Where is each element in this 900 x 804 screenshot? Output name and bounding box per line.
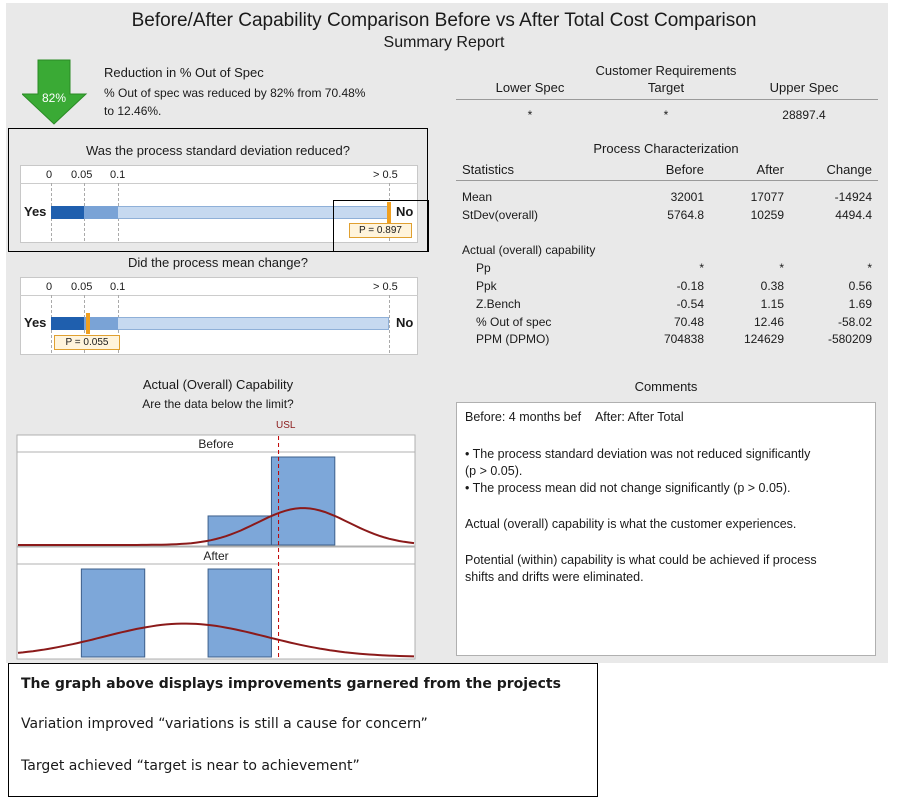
proc-row-after: 17077: [750, 190, 784, 204]
stdev-tick-005: 0.05: [71, 169, 93, 181]
process-heading: Process Characterization: [593, 141, 739, 156]
mean-yes-label: Yes: [24, 315, 47, 330]
cap-row-before: -0.54: [676, 297, 704, 311]
requirements-heading: Customer Requirements: [595, 63, 737, 78]
cap-row-label: Pp: [476, 261, 491, 275]
stdev-p-value: P = 0.897: [349, 223, 412, 238]
comments-bullet1-cont: (p > 0.05).: [465, 464, 523, 478]
stdev-tick-05: > 0.5: [373, 169, 398, 181]
cap-row-after: 124629: [743, 332, 784, 346]
capability-subheading: Are the data below the limit?: [142, 397, 294, 411]
histogram-bar-after-0: [80, 568, 146, 658]
stdev-p-marker: [387, 202, 391, 223]
capability-chart: Before After: [16, 434, 416, 660]
stdev-tick-01: 0.1: [110, 169, 126, 181]
proc-col-stat: Statistics: [462, 162, 515, 177]
mean-no-label: No: [396, 315, 414, 330]
comments-before-label: Before: 4 months bef: [465, 410, 582, 424]
mean-p-value: P = 0.055: [54, 335, 120, 350]
mean-tick-005: 0.05: [71, 281, 93, 293]
cap-row-after: *: [779, 261, 784, 275]
capability-heading: Actual (Overall) Capability: [142, 377, 294, 392]
reduction-line2: to 12.46%.: [104, 104, 162, 118]
stdev-p-highlight: [333, 200, 429, 252]
proc-col-after: After: [756, 162, 784, 177]
comments-box: Before: 4 months bef After: After Total …: [456, 402, 876, 656]
cap-row-after: 1.15: [760, 297, 784, 311]
process-rule: [456, 180, 878, 181]
req-val-target: *: [663, 108, 669, 122]
proc-row-label: Mean: [462, 190, 493, 204]
cap-row-change: 0.56: [848, 279, 872, 293]
stdev-scale-strong: [51, 206, 84, 219]
mean-scale-moderate: [84, 317, 118, 330]
reduction-badge: 82%: [42, 91, 66, 105]
before-panel-label: Before: [198, 437, 234, 451]
req-val-lower: *: [527, 108, 533, 122]
cap-row-change: *: [867, 261, 872, 275]
stdev-question: Was the process standard deviation reduc…: [85, 143, 350, 158]
usl-label: USL: [276, 420, 296, 431]
comments-bullet1: • The process standard deviation was not…: [465, 447, 811, 461]
cap-row-after: 0.38: [760, 279, 784, 293]
comments-bullet2: • The process mean did not change signif…: [465, 481, 791, 495]
report-title: Before/After Capability Comparison Befor…: [131, 10, 757, 31]
req-col-target: Target: [647, 80, 685, 95]
mean-question: Did the process mean change?: [128, 255, 308, 270]
reduction-heading: Reduction in % Out of Spec: [104, 65, 264, 80]
report-subtitle: Summary Report: [383, 34, 505, 51]
req-val-upper: 28897.4: [782, 108, 826, 122]
proc-row-label: StDev(overall): [462, 208, 539, 222]
req-rule: [456, 99, 878, 100]
stdev-test-frame: [8, 128, 428, 252]
comments-heading: Comments: [634, 379, 698, 394]
stdev-scale-moderate: [84, 206, 118, 219]
cap-row-label: % Out of spec: [476, 315, 552, 329]
comments-para1: Actual (overall) capability is what the …: [465, 517, 797, 531]
down-arrow-icon: 82%: [22, 59, 88, 125]
note-line2: Target achieved “target is near to achie…: [21, 758, 360, 774]
proc-row-before: 32001: [670, 190, 704, 204]
normal-curve-after: [17, 622, 415, 658]
note-line1: Variation improved “variations is still …: [21, 716, 428, 732]
proc-row-change: -14924: [834, 190, 872, 204]
cap-row-label: Ppk: [476, 279, 497, 293]
req-col-upper: Upper Spec: [769, 80, 839, 95]
cap-row-after: 12.46: [753, 315, 784, 329]
proc-row-after: 10259: [750, 208, 784, 222]
after-panel-label: After: [203, 549, 228, 563]
proc-col-before: Before: [665, 162, 704, 177]
histogram-bar-before-1: [270, 456, 336, 546]
comments-after-label: After: After Total: [594, 410, 684, 424]
comments-para2: Potential (within) capability is what co…: [465, 553, 817, 567]
stdev-tick-0: 0: [46, 169, 53, 181]
histogram-bar-after-1: [207, 568, 272, 658]
cap-row-before: *: [699, 261, 704, 275]
proc-col-change: Change: [826, 162, 872, 177]
req-col-lower: Lower Spec: [495, 80, 565, 95]
stdev-no-label: No: [396, 204, 414, 219]
stdev-yes-label: Yes: [24, 204, 47, 219]
mean-scale-strong: [51, 317, 84, 330]
cap-row-change: -580209: [827, 332, 872, 346]
note-box: The graph above displays improvements ga…: [8, 663, 598, 797]
proc-row-change: 4494.4: [835, 208, 872, 222]
mean-tick-05: > 0.5: [373, 281, 398, 293]
capability-subheading-table: Actual (overall) capability: [462, 243, 596, 257]
cap-row-before: 704838: [663, 332, 704, 346]
cap-row-change: -58.02: [837, 315, 872, 329]
proc-row-before: 5764.8: [667, 208, 704, 222]
cap-row-change: 1.69: [848, 297, 872, 311]
mean-tick-0: 0: [46, 281, 53, 293]
cap-row-label: PPM (DPMO): [476, 332, 550, 346]
cap-row-before: 70.48: [673, 315, 704, 329]
reduction-line1: % Out of spec was reduced by 82% from 70…: [104, 86, 366, 100]
note-heading: The graph above displays improvements ga…: [21, 676, 561, 692]
cap-row-label: Z.Bench: [476, 297, 521, 311]
mean-tick-01: 0.1: [110, 281, 126, 293]
mean-p-marker: [86, 313, 90, 334]
cap-row-before: -0.18: [676, 279, 704, 293]
comments-para2-cont: shifts and drifts were eliminated.: [465, 570, 644, 584]
normal-curve-before: [18, 507, 415, 546]
